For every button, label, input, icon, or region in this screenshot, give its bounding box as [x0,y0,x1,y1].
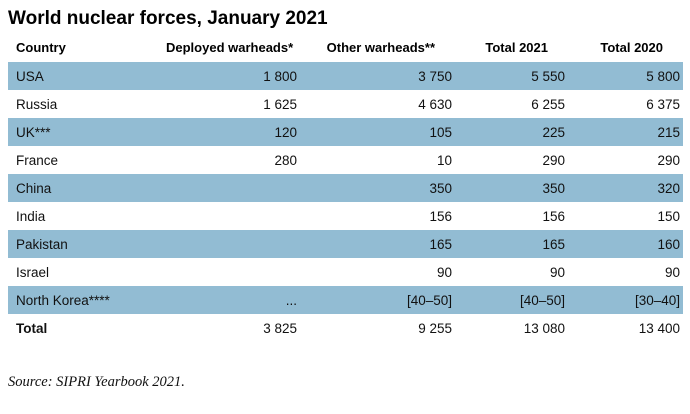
value-cell: 150 [657,208,680,224]
value-cell: 215 [568,118,683,146]
value-cell: 10 [436,152,452,168]
table-row: India 156 156 150 [8,202,683,230]
country-cell: China [8,174,166,202]
column-header-deployed-warheads: Deployed warheads* [166,40,294,55]
value-cell: 290 [542,152,565,168]
value-cell: 3 750 [300,62,455,90]
value-cell: 320 [568,174,683,202]
value-cell: [40–50] [455,286,568,314]
table-row: China 350 350 320 [8,174,683,202]
country-cell: USA [8,62,166,90]
value-cell: 9 255 [418,320,452,336]
value-cell: 90 [664,264,680,280]
value-cell: 6 255 [531,96,565,112]
value-cell: 160 [568,230,683,258]
value-cell: 5 550 [455,62,568,90]
table-row: UK*** 120 105 225 215 [8,118,683,146]
value-cell: 13 400 [638,320,680,336]
value-cell: 350 [455,174,568,202]
country-cell: France [16,152,59,168]
table-row: France 280 10 290 290 [8,146,683,174]
value-cell: ... [166,286,300,314]
nuclear-forces-table: Country Deployed warheads* Other warhead… [8,40,683,342]
value-cell: 6 375 [646,96,680,112]
table-row: Israel 90 90 90 [8,258,683,286]
value-cell: 165 [455,230,568,258]
figure-title: World nuclear forces, January 2021 [8,8,328,29]
table-row: USA 1 800 3 750 5 550 5 800 [8,62,683,90]
country-cell: Pakistan [8,230,166,258]
table-row: Russia 1 625 4 630 6 255 6 375 [8,90,683,118]
value-cell: 5 800 [568,62,683,90]
value-cell: 90 [436,264,452,280]
value-cell: 280 [274,152,297,168]
value-cell: 156 [542,208,565,224]
value-cell: 165 [300,230,455,258]
value-cell: 156 [429,208,452,224]
value-cell [166,202,300,230]
value-cell: 350 [300,174,455,202]
column-header-total-2020: Total 2020 [600,40,663,55]
header-row: Country Deployed warheads* Other warhead… [8,40,683,62]
value-cell: 13 080 [523,320,565,336]
value-cell: 3 825 [263,320,297,336]
value-cell: 290 [657,152,680,168]
country-cell: UK*** [8,118,166,146]
column-header-country: Country [16,40,66,55]
value-cell [166,258,300,286]
country-cell: North Korea**** [8,286,166,314]
table-row: Pakistan 165 165 160 [8,230,683,258]
country-cell: Total [16,320,48,336]
value-cell: 1 625 [263,96,297,112]
country-cell: Israel [16,264,50,280]
total-row: Total 3 825 9 255 13 080 13 400 [8,314,683,342]
value-cell: 1 800 [166,62,300,90]
value-cell: 225 [455,118,568,146]
value-cell: 90 [549,264,565,280]
column-header-other-warheads: Other warheads** [326,40,435,55]
country-cell: Russia [16,96,58,112]
value-cell: [30–40] [568,286,683,314]
value-cell: 105 [300,118,455,146]
table-row: North Korea****... [40–50] [40–50] [30–40] [8,286,683,314]
value-cell [166,230,300,258]
column-header-total-2021: Total 2021 [485,40,548,55]
country-cell: India [16,208,46,224]
value-cell: [40–50] [300,286,455,314]
value-cell: 4 630 [418,96,452,112]
value-cell [166,174,300,202]
source-note: Source: SIPRI Yearbook 2021. [8,374,185,390]
value-cell: 120 [166,118,300,146]
